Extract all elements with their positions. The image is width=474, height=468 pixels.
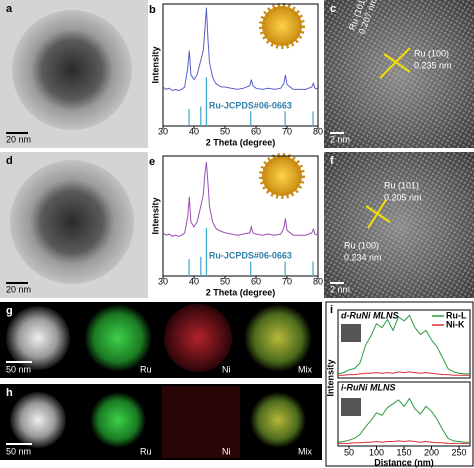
lattice-mark	[379, 47, 411, 79]
panel-a: a 20 nm	[0, 0, 148, 148]
panel-label: e	[149, 156, 155, 168]
scale-text: 2 nm	[330, 284, 350, 294]
reference-label: Ru-JCPDS#06-0663	[209, 100, 292, 110]
annotation: 0.234 nm	[344, 252, 382, 262]
panel-label: i	[330, 304, 333, 316]
panel-label: d	[6, 155, 13, 167]
map-label: Mix	[298, 446, 312, 456]
legend-label: Ni-K	[446, 319, 465, 329]
panel-label: f	[330, 155, 334, 167]
map-label: Ru	[140, 446, 152, 456]
scale-text: 50 nm	[6, 364, 31, 374]
x-tick-label: 50	[220, 276, 230, 286]
panel-c: c Ru (101) 0.207 nm Ru (100) 0.235 nm 2 …	[324, 0, 474, 148]
xrd-curve	[162, 161, 319, 237]
profile-line	[337, 314, 470, 375]
map-label: Ni	[222, 446, 231, 456]
x-tick-label: 80	[313, 126, 323, 136]
ni-map	[162, 386, 240, 458]
scale-text: 2 nm	[330, 134, 350, 144]
map-label: Ru	[140, 364, 152, 374]
map-label: Mix	[298, 364, 312, 374]
y-axis-title: Intensity	[150, 197, 160, 234]
x-tick-label: 150	[396, 447, 411, 457]
panel-h: h Ru Ni Mix 50 nm	[0, 384, 322, 460]
x-tick-label: 200	[424, 447, 439, 457]
scale-bar	[6, 132, 28, 134]
x-tick-label: 60	[251, 276, 261, 286]
inset-image	[341, 324, 361, 342]
structure-icon	[259, 3, 305, 49]
legend-label: Ru-L	[446, 310, 467, 320]
annotation: Ru (100)	[344, 240, 379, 250]
panel-d: d 20 nm	[0, 152, 148, 298]
scale-text: 20 nm	[6, 284, 31, 294]
scale-bar	[6, 282, 28, 284]
lattice-mark	[365, 205, 391, 223]
plot-frame	[162, 3, 319, 127]
mix-map	[250, 392, 306, 448]
insets	[259, 3, 361, 416]
panel-label: a	[6, 3, 13, 15]
x-tick-label: 50	[220, 126, 230, 136]
lattice	[324, 0, 474, 148]
lattice	[324, 152, 474, 298]
profile-line	[338, 440, 470, 444]
x-axis-title: 2 Theta (degree)	[206, 137, 276, 147]
x-tick-label: 100	[369, 447, 384, 457]
scale-bar	[330, 132, 344, 134]
x-tick-label: 30	[158, 276, 168, 286]
panel-label: h	[6, 387, 13, 399]
x-tick-label: 250	[451, 447, 466, 457]
profile-line	[338, 371, 470, 376]
haadf-image	[6, 306, 70, 370]
y-axis-title: Intensity	[150, 46, 160, 83]
x-tick-label: 70	[282, 276, 292, 286]
subplot-title: d-RuNi MLNS	[341, 310, 399, 320]
ru-map	[84, 304, 152, 372]
scale-text: 20 nm	[6, 134, 31, 144]
x-axis-title: Distance (nm)	[374, 457, 434, 467]
x-tick-label: 60	[251, 126, 261, 136]
lattice-mark	[383, 53, 411, 73]
inset-image	[341, 398, 361, 416]
reference-label: Ru-JCPDS#06-0663	[209, 250, 292, 260]
map-label: Ni	[222, 364, 231, 374]
x-tick-label: 50	[344, 447, 354, 457]
annotation: Ru (101)	[384, 180, 419, 190]
plot-frame	[162, 155, 319, 277]
panel-label: g	[6, 305, 13, 317]
mix-map	[244, 304, 312, 372]
panel-frame	[325, 301, 474, 467]
annotation: 0.205 nm	[384, 192, 422, 202]
scale-bar	[6, 443, 32, 445]
x-tick-label: 30	[158, 126, 168, 136]
haadf-image	[10, 392, 66, 448]
ni-map	[164, 304, 232, 372]
subplot-title: i-RuNi MLNS	[341, 382, 396, 392]
annotation: 0.235 nm	[414, 60, 452, 70]
structure-icon	[259, 153, 305, 199]
x-tick-label: 70	[282, 126, 292, 136]
ru-map	[90, 392, 146, 448]
y-axis-title: Intensity	[325, 359, 335, 396]
panel-g: g Ru Ni Mix 50 nm	[0, 302, 322, 378]
panel-label: b	[149, 4, 156, 16]
x-tick-label: 40	[189, 276, 199, 286]
scale-bar	[6, 361, 32, 363]
annotation: Ru (100)	[414, 48, 449, 58]
panel-label: c	[330, 3, 336, 15]
plot-frame	[337, 309, 471, 379]
x-tick-label: 40	[189, 126, 199, 136]
x-tick-label: 80	[313, 276, 323, 286]
scale-bar	[330, 282, 344, 284]
panel-f: f Ru (101) 0.205 nm Ru (100) 0.234 nm 2 …	[324, 152, 474, 298]
scale-text: 50 nm	[6, 446, 31, 456]
particle	[10, 160, 134, 284]
x-axis-title: 2 Theta (degree)	[206, 287, 276, 297]
particle	[12, 10, 132, 130]
xrd-curve	[162, 7, 319, 92]
profile-line	[337, 397, 470, 443]
